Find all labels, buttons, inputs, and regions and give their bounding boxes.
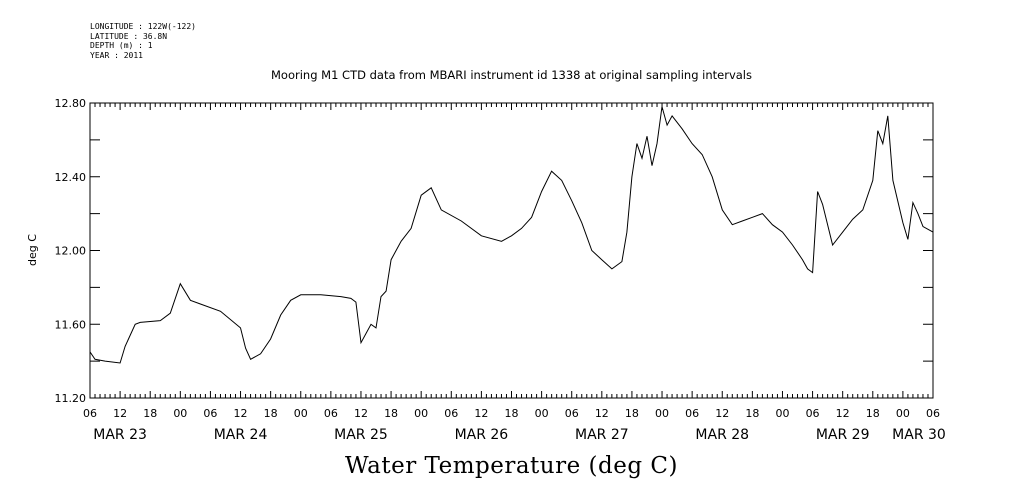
x-hour-label: 12 — [234, 407, 248, 420]
y-tick-label: 12.40 — [55, 171, 87, 184]
x-day-label: MAR 28 — [695, 427, 749, 443]
x-hour-label: 18 — [264, 407, 278, 420]
x-hour-label: 06 — [926, 407, 940, 420]
x-hour-label: 12 — [836, 407, 850, 420]
x-day-label: MAR 30 — [892, 427, 946, 443]
meta-year: YEAR : 2011 — [90, 50, 143, 60]
x-day-label: MAR 24 — [214, 427, 268, 443]
x-hour-label: 06 — [324, 407, 338, 420]
meta-latitude: LATITUDE : 36.8N — [90, 31, 168, 41]
x-axis-label: Water Temperature (deg C) — [345, 453, 678, 479]
metadata-block: LONGITUDE : 122W(-122) LATITUDE : 36.8N DE… — [90, 22, 196, 60]
x-hour-label: 06 — [565, 407, 579, 420]
x-day-label: MAR 27 — [575, 427, 629, 443]
water-temperature-line — [89, 106, 934, 364]
x-hour-label: 18 — [505, 407, 519, 420]
x-day-label: MAR 29 — [816, 427, 870, 443]
meta-longitude: LONGITUDE : 122W(-122) — [90, 22, 196, 31]
x-hour-label: 00 — [414, 407, 428, 420]
x-hour-label: 06 — [685, 407, 699, 420]
x-hour-label: 18 — [384, 407, 398, 420]
x-hour-label: 06 — [444, 407, 458, 420]
y-axis: 12.80 12.40 12.00 11.60 11.20 — [55, 97, 933, 405]
x-day-label: MAR 23 — [93, 427, 147, 443]
x-hour-label: 12 — [474, 407, 488, 420]
x-hour-label: 00 — [896, 407, 910, 420]
x-day-label: MAR 25 — [334, 427, 388, 443]
y-tick-label: 12.00 — [55, 245, 87, 258]
chart-title: Mooring M1 CTD data from MBARI instrumen… — [271, 68, 752, 82]
x-hour-label: 00 — [535, 407, 549, 420]
y-tick-label: 11.20 — [55, 392, 87, 405]
x-hour-label: 00 — [655, 407, 669, 420]
y-tick-label: 11.60 — [55, 318, 87, 331]
x-day-label: MAR 26 — [455, 427, 509, 443]
y-tick-label: 12.80 — [55, 97, 87, 110]
x-hour-label: 18 — [866, 407, 880, 420]
x-hour-label: 00 — [775, 407, 789, 420]
x-axis: 06 12 18 00 06 12 18 00 06 12 18 00 06 12 18 00 06 12 18 00… — [83, 103, 946, 443]
x-hour-label: 18 — [625, 407, 639, 420]
x-hour-label: 06 — [83, 407, 97, 420]
x-hour-label: 12 — [113, 407, 127, 420]
x-hour-label: 12 — [354, 407, 368, 420]
x-hour-label: 18 — [745, 407, 759, 420]
x-hour-label: 12 — [595, 407, 609, 420]
x-hour-label: 00 — [173, 407, 187, 420]
x-hour-label: 18 — [143, 407, 157, 420]
x-hour-label: 00 — [294, 407, 308, 420]
meta-depth: DEPTH (m) : 1 — [90, 41, 153, 51]
plot-frame — [89, 102, 934, 399]
y-axis-label: deg C — [26, 234, 39, 266]
x-hour-label: 12 — [715, 407, 729, 420]
x-hour-label: 06 — [203, 407, 217, 420]
x-hour-label: 06 — [806, 407, 820, 420]
